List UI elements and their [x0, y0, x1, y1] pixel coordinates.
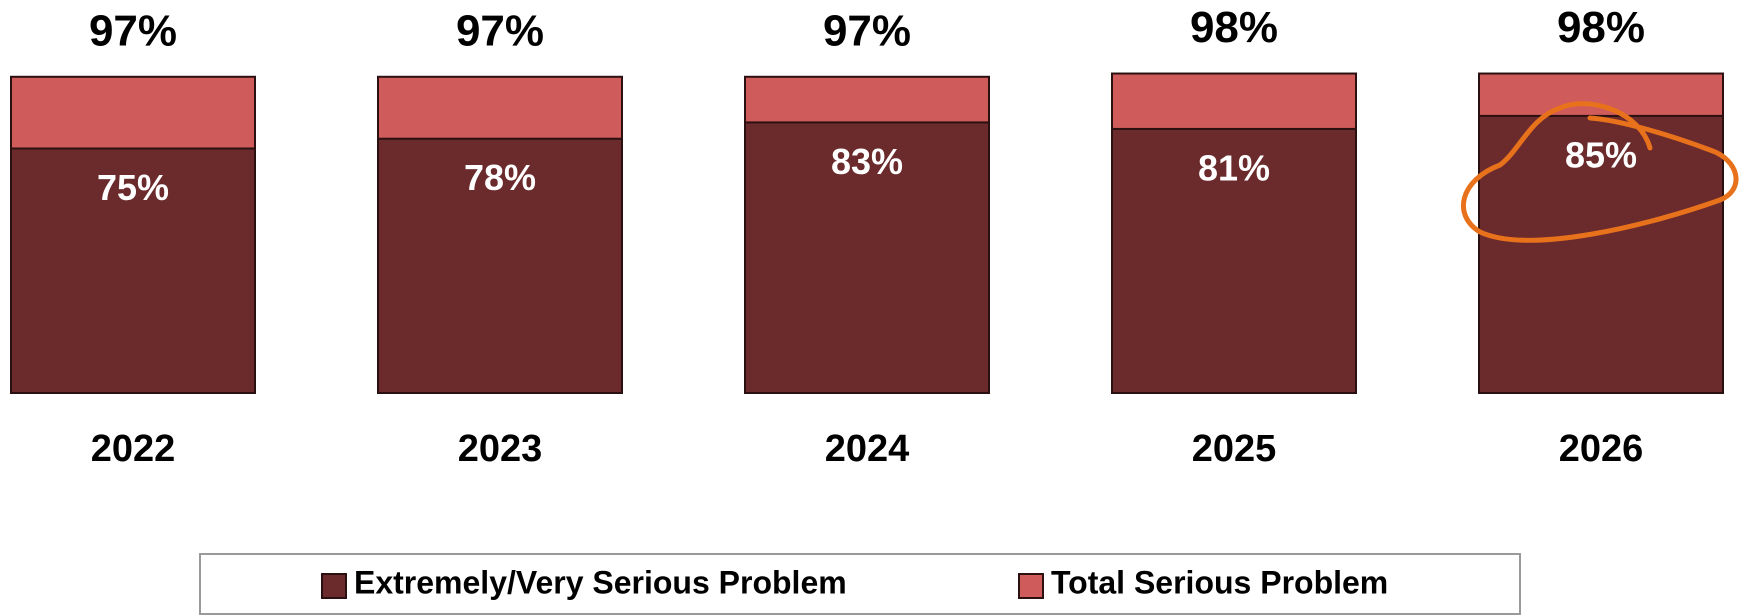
legend-box: [199, 553, 1521, 615]
bar: [744, 121, 990, 394]
x-tick-label: 2025: [1192, 428, 1277, 470]
bar: [1478, 114, 1724, 395]
annotation-circle: [1461, 101, 1739, 243]
data-label: 97%: [456, 6, 544, 55]
data-label: 81%: [1198, 147, 1270, 188]
legend-swatch: [321, 573, 347, 599]
bar: [10, 147, 256, 394]
data-label: 75%: [97, 167, 169, 208]
legend-label: Extremely/Very Serious Problem: [354, 564, 847, 600]
x-tick-label: 2023: [458, 428, 543, 470]
data-label: 83%: [831, 141, 903, 182]
data-label: 78%: [464, 157, 536, 198]
x-tick-label: 2026: [1559, 428, 1644, 470]
data-label: 97%: [89, 6, 177, 55]
data-label: 85%: [1565, 134, 1637, 175]
bar: [1111, 127, 1357, 394]
x-tick-label: 2022: [91, 428, 176, 470]
plot: 75% 97% 2022 78% 97% 2023 83% 97% 2024 81% 98% 2025…: [10, 3, 1724, 470]
data-label: 98%: [1557, 3, 1645, 52]
data-label: 98%: [1190, 3, 1278, 52]
legend-label: Total Serious Problem: [1051, 564, 1388, 600]
legend-swatch: [1018, 573, 1044, 599]
bar: [377, 137, 623, 394]
data-label: 97%: [823, 6, 911, 55]
x-tick-label: 2024: [825, 428, 910, 470]
